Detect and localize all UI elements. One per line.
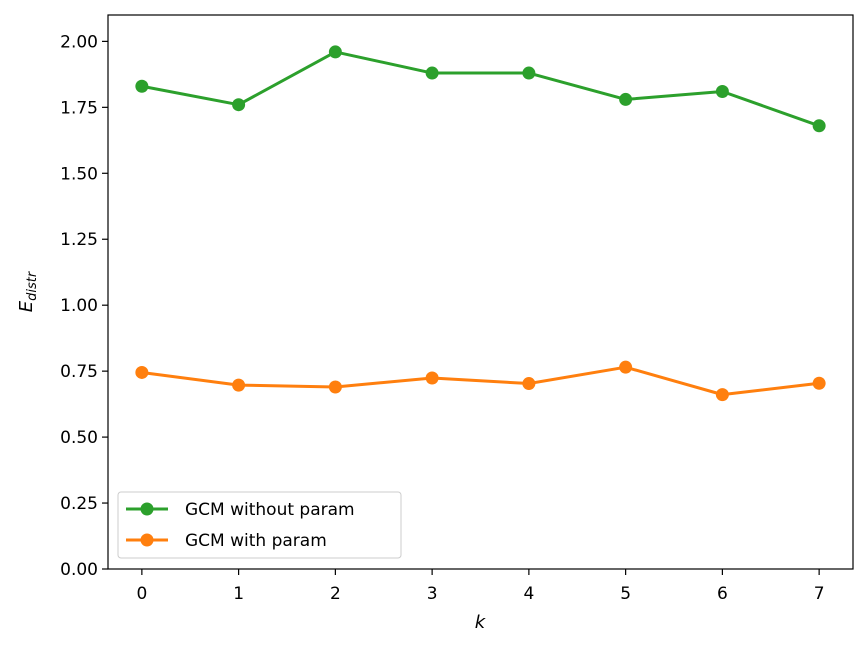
series-line-0 — [141, 50, 820, 128]
data-point — [135, 79, 149, 93]
y-tick-label: 1.25 — [60, 230, 98, 250]
series-line-1 — [141, 365, 820, 397]
data-point — [135, 365, 149, 379]
plot-area — [107, 14, 854, 570]
y-tick-label: 0.25 — [60, 494, 98, 514]
y-tick-label: 2.00 — [60, 32, 98, 52]
y-axis-label-subscript: distr — [25, 270, 40, 301]
data-point — [425, 371, 439, 385]
data-point — [328, 380, 342, 394]
legend-box — [117, 491, 402, 559]
legend-label-0: GCM without param — [185, 500, 355, 520]
data-point — [812, 376, 826, 390]
legend-label-1: GCM with param — [185, 531, 327, 551]
x-tick-label: 3 — [427, 584, 438, 604]
data-point — [232, 378, 246, 392]
data-point — [715, 85, 729, 99]
y-tick-label: 0.50 — [60, 428, 98, 448]
x-tick-label: 2 — [330, 584, 341, 604]
y-axis-label-main: E — [16, 300, 37, 312]
legend-marker-1 — [140, 533, 154, 547]
data-point — [812, 119, 826, 133]
y-tick-label: 0.75 — [60, 362, 98, 382]
data-point — [619, 360, 633, 374]
data-point — [232, 98, 246, 112]
x-axis: 0 1 2 3 4 5 6 7 — [136, 569, 825, 604]
y-tick-label: 0.00 — [60, 560, 98, 580]
data-point — [425, 66, 439, 80]
data-point — [522, 66, 536, 80]
data-point — [328, 45, 342, 59]
legend-marker-0 — [140, 502, 154, 516]
x-tick-label: 1 — [233, 584, 244, 604]
y-axis-label: Edistr — [16, 270, 40, 312]
x-tick-label: 5 — [620, 584, 631, 604]
x-tick-label: 7 — [814, 584, 825, 604]
data-point — [715, 388, 729, 402]
y-tick-label: 1.00 — [60, 296, 98, 316]
y-tick-label: 1.75 — [60, 98, 98, 118]
x-tick-label: 6 — [717, 584, 728, 604]
series-layer — [135, 45, 826, 402]
data-point — [522, 377, 536, 391]
legend: GCM without param GCM with param — [117, 491, 402, 559]
data-point — [619, 92, 633, 106]
plot-frame — [107, 14, 854, 570]
y-tick-label: 1.50 — [60, 164, 98, 184]
y-axis: 0.00 0.25 0.50 0.75 1.00 1.25 1.50 1.75 2.00 — [60, 32, 108, 580]
x-axis-label: k — [475, 612, 487, 633]
x-tick-label: 4 — [523, 584, 534, 604]
x-tick-label: 0 — [136, 584, 147, 604]
